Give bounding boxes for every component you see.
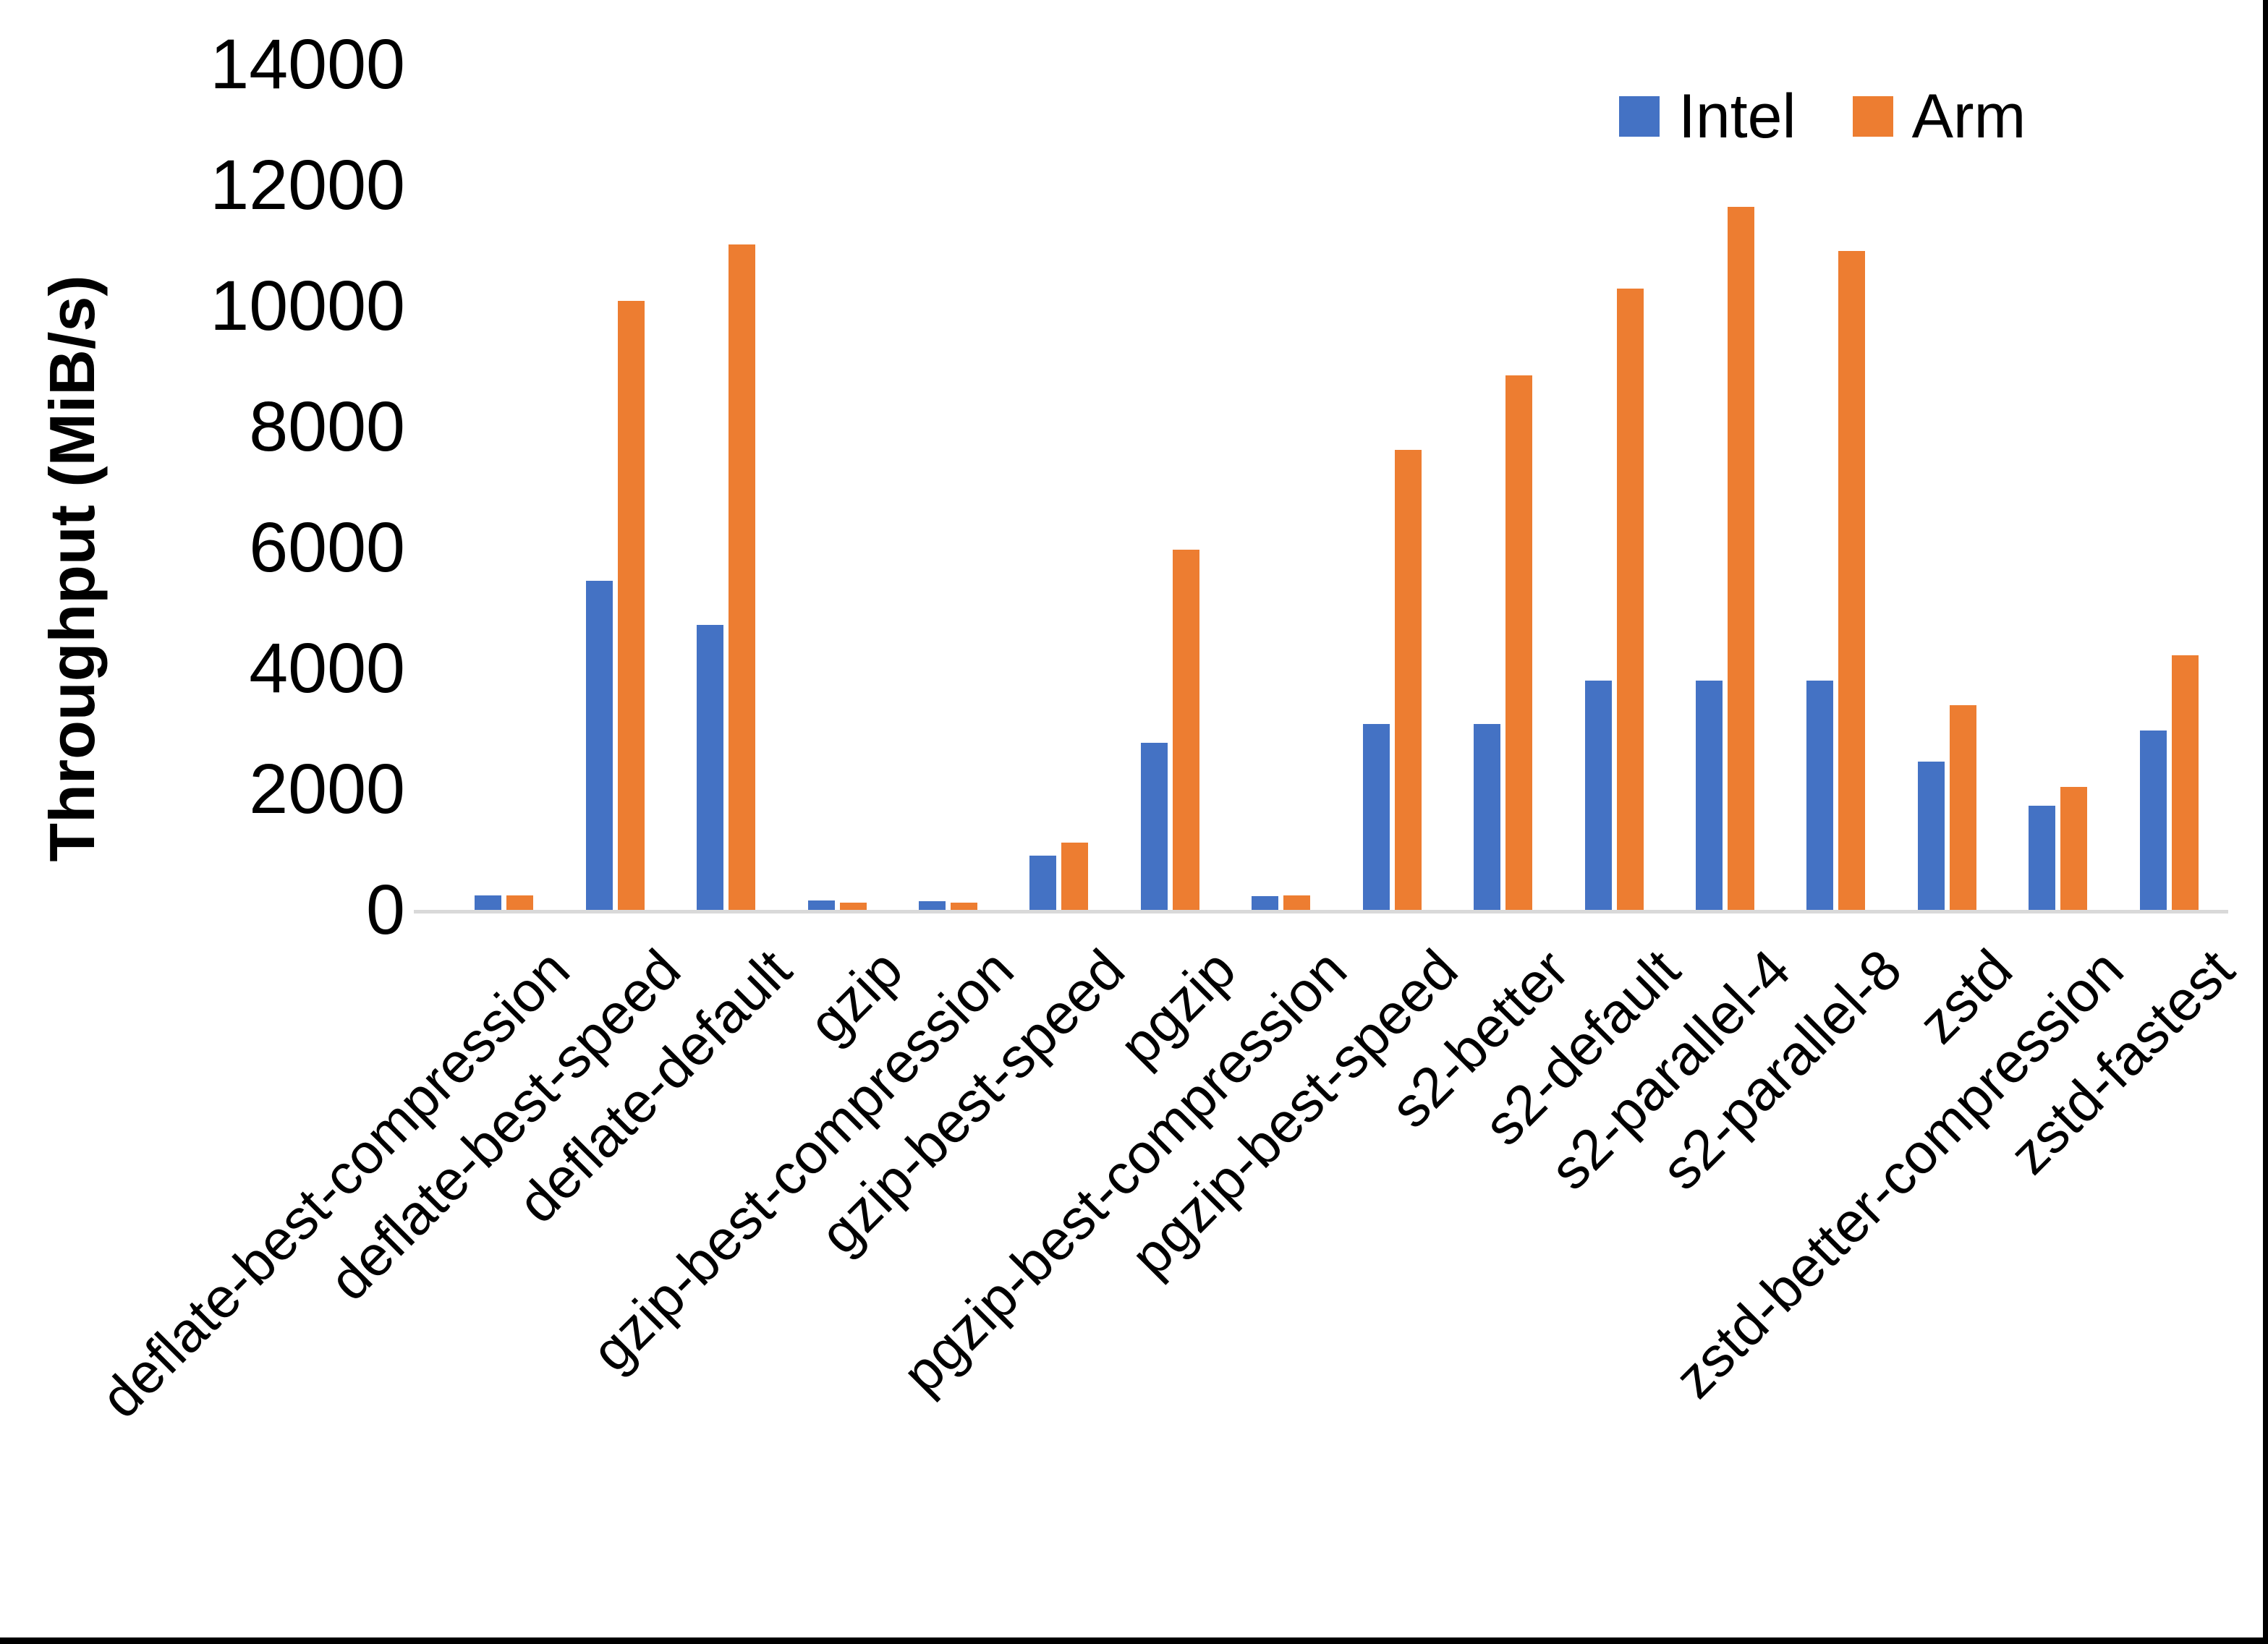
bar-arm-s2-default (1617, 289, 1644, 910)
bar-intel-deflate-default (697, 625, 723, 910)
bar-intel-s2-better (1474, 724, 1500, 910)
bar-arm-zstd-better-compression (2060, 787, 2087, 910)
bar-intel-pgzip (1141, 743, 1168, 910)
bar-intel-zstd (1918, 762, 1945, 910)
bar-intel-pgzip-best-speed (1363, 724, 1390, 910)
bar-intel-deflate-best-speed (586, 581, 613, 910)
bar-arm-s2-parallel-8 (1838, 251, 1865, 910)
bar-arm-zstd (1950, 705, 1976, 910)
bar-intel-pgzip-best-compression (1252, 896, 1278, 910)
bar-intel-s2-parallel-8 (1806, 681, 1833, 910)
bar-intel-deflate-best-compression (475, 895, 501, 910)
bar-arm-gzip-best-compression (951, 903, 977, 910)
bar-arm-pgzip-best-compression (1283, 895, 1310, 910)
y-tick-label: 14000 (210, 25, 405, 103)
bar-intel-gzip-best-compression (919, 901, 946, 910)
y-tick-label: 10000 (210, 266, 405, 345)
bar-arm-deflate-best-speed (618, 301, 645, 910)
y-tick-label: 0 (366, 870, 405, 949)
legend-item-intel: Intel (1619, 85, 1796, 148)
bar-intel-gzip-best-speed (1029, 856, 1056, 910)
bar-intel-s2-default (1585, 681, 1612, 910)
bar-intel-s2-parallel-4 (1696, 681, 1723, 910)
bar-arm-s2-better (1505, 375, 1532, 910)
y-tick-label: 6000 (249, 508, 405, 587)
bar-intel-zstd-better-compression (2029, 806, 2055, 910)
bar-intel-zstd-fastest (2140, 731, 2167, 910)
bar-arm-deflate-default (729, 244, 755, 910)
y-tick-label: 12000 (210, 145, 405, 224)
legend: Intel Arm (1619, 85, 2026, 148)
y-tick-label: 8000 (249, 387, 405, 466)
y-axis-title: Throughput (MiB/s) (36, 275, 108, 862)
y-tick-label: 4000 (249, 629, 405, 707)
x-tick-label-deflate-best-compression: deflate-best-compression (88, 937, 582, 1431)
bar-arm-gzip-best-speed (1061, 843, 1088, 910)
bar-arm-deflate-best-compression (506, 895, 533, 910)
bar-arm-pgzip (1173, 550, 1199, 910)
bar-arm-zstd-fastest (2172, 655, 2199, 910)
bar-arm-pgzip-best-speed (1395, 450, 1422, 910)
arm-swatch-icon (1852, 96, 1893, 137)
y-tick-label: 2000 (249, 749, 405, 828)
frame-bottom-edge (0, 1637, 2268, 1644)
x-axis-line (414, 910, 2228, 913)
legend-label-intel: Intel (1678, 82, 1796, 151)
legend-item-arm: Arm (1852, 82, 2026, 151)
bar-arm-s2-parallel-4 (1728, 207, 1754, 910)
bar-intel-gzip (808, 900, 835, 910)
intel-swatch-icon (1619, 96, 1660, 137)
bar-arm-gzip (840, 903, 867, 910)
legend-label-arm: Arm (1911, 82, 2026, 151)
frame-right-edge (2263, 0, 2268, 1644)
